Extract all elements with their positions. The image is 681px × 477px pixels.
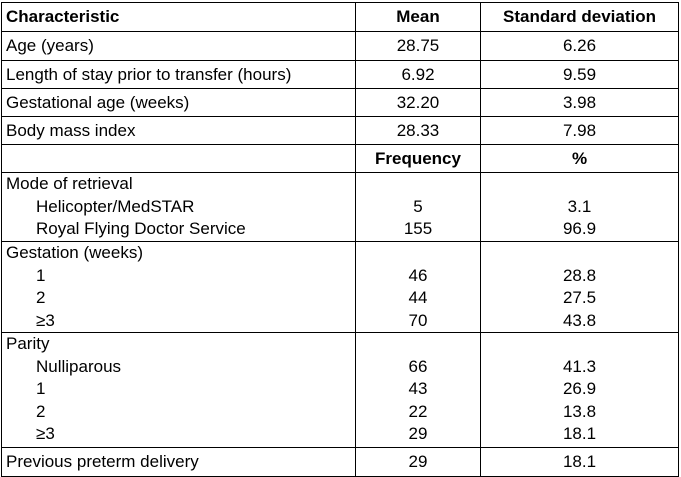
- table-cell: 18.1: [480, 447, 679, 477]
- table-cell: Gestational age (weeks): [1, 88, 356, 117]
- table-cell: 6.26: [480, 31, 679, 61]
- item-label: 2: [36, 288, 46, 307]
- table-cell: Parity Nulliparous 1 2 ≥3: [1, 332, 356, 448]
- table-row: Frequency%: [1, 144, 679, 173]
- table-cell: Age (years): [1, 31, 356, 61]
- table-row: Characteristic Mean Standard deviation: [1, 2, 679, 32]
- cell-value: 46: [408, 265, 428, 285]
- spacer: [485, 173, 674, 196]
- cell-value: 26.9: [562, 379, 597, 398]
- table-row: Body mass index 28.33 7.98: [1, 116, 679, 145]
- cell-value: 41.3: [562, 356, 597, 376]
- table-cell: %: [480, 144, 679, 173]
- table-cell: Standard deviation: [480, 2, 679, 32]
- table-cell: Characteristic: [1, 2, 356, 32]
- item-label: ≥3: [36, 424, 55, 443]
- table-cell: 5 155: [355, 172, 481, 242]
- table-cell: Body mass index: [1, 116, 356, 145]
- spacer: [485, 333, 674, 356]
- table-cell: 32.20: [355, 88, 481, 117]
- table-cell: Previous preterm delivery: [1, 447, 356, 477]
- table-cell: [1, 144, 356, 173]
- group-title: Mode of retrieval: [6, 174, 133, 193]
- table-cell: 28.75: [355, 31, 481, 61]
- cell-value: 3.1: [567, 196, 592, 216]
- table-row: Mode of retrieval Helicopter/MedSTAR Royal…: [1, 172, 679, 242]
- cell-value: 27.5: [562, 288, 597, 307]
- table-cell: 3.98: [480, 88, 679, 117]
- cell-value: 18.1: [562, 424, 597, 443]
- table-cell: 3.1 96.9: [480, 172, 679, 242]
- cell-value: 70: [408, 310, 428, 330]
- table-cell: 6.92: [355, 60, 481, 89]
- spacer: [485, 242, 674, 265]
- spacer: [360, 173, 476, 196]
- spacer: [360, 333, 476, 356]
- item-label: Helicopter/MedSTAR: [36, 196, 195, 216]
- table-cell: Length of stay prior to transfer (hours): [1, 60, 356, 89]
- table-cell: 29: [355, 447, 481, 477]
- table-cell: 28.8 27.5 43.8: [480, 241, 679, 333]
- table-cell: Mode of retrieval Helicopter/MedSTAR Royal…: [1, 172, 356, 242]
- table-row: Gestation (weeks) 1 2 ≥3 46 44 70 28.8 27.5 43.8: [1, 241, 679, 333]
- item-label: Nulliparous: [36, 356, 122, 376]
- item-label: 1: [36, 265, 46, 285]
- cell-value: 155: [403, 219, 433, 238]
- table-row: Length of stay prior to transfer (hours)…: [1, 60, 679, 89]
- table-cell: Gestation (weeks) 1 2 ≥3: [1, 241, 356, 333]
- group-title: Parity: [6, 334, 50, 353]
- cell-value: 13.8: [562, 401, 597, 421]
- item-label: 2: [36, 401, 46, 421]
- cell-value: 5: [413, 196, 423, 216]
- group-title: Gestation (weeks): [6, 243, 143, 262]
- cell-value: 28.8: [562, 265, 597, 285]
- cell-value: 22: [408, 401, 428, 421]
- spacer: [360, 242, 476, 265]
- item-label: ≥3: [36, 310, 55, 330]
- table-cell: Frequency: [355, 144, 481, 173]
- table-cell: 7.98: [480, 116, 679, 145]
- table-cell: 41.3 26.9 13.8 18.1: [480, 332, 679, 448]
- cell-value: 96.9: [562, 219, 597, 238]
- table-row: Age (years) 28.75 6.26: [1, 31, 679, 61]
- item-label: Royal Flying Doctor Service: [36, 219, 246, 238]
- cell-value: 29: [408, 424, 428, 443]
- cell-value: 43: [408, 379, 428, 398]
- table-cell: 28.33: [355, 116, 481, 145]
- table-cell: Mean: [355, 2, 481, 32]
- table-cell: 46 44 70: [355, 241, 481, 333]
- table-cell: 66 43 22 29: [355, 332, 481, 448]
- table-row: Parity Nulliparous 1 2 ≥3 66 43 22 29 41.3 26.9 13.…: [1, 332, 679, 448]
- cell-value: 43.8: [562, 310, 597, 330]
- item-label: 1: [36, 379, 46, 398]
- table-row: Gestational age (weeks) 32.20 3.98: [1, 88, 679, 117]
- table-cell: 9.59: [480, 60, 679, 89]
- table-row: Previous preterm delivery 29 18.1: [1, 447, 679, 477]
- cell-value: 44: [408, 288, 428, 307]
- cell-value: 66: [408, 356, 428, 376]
